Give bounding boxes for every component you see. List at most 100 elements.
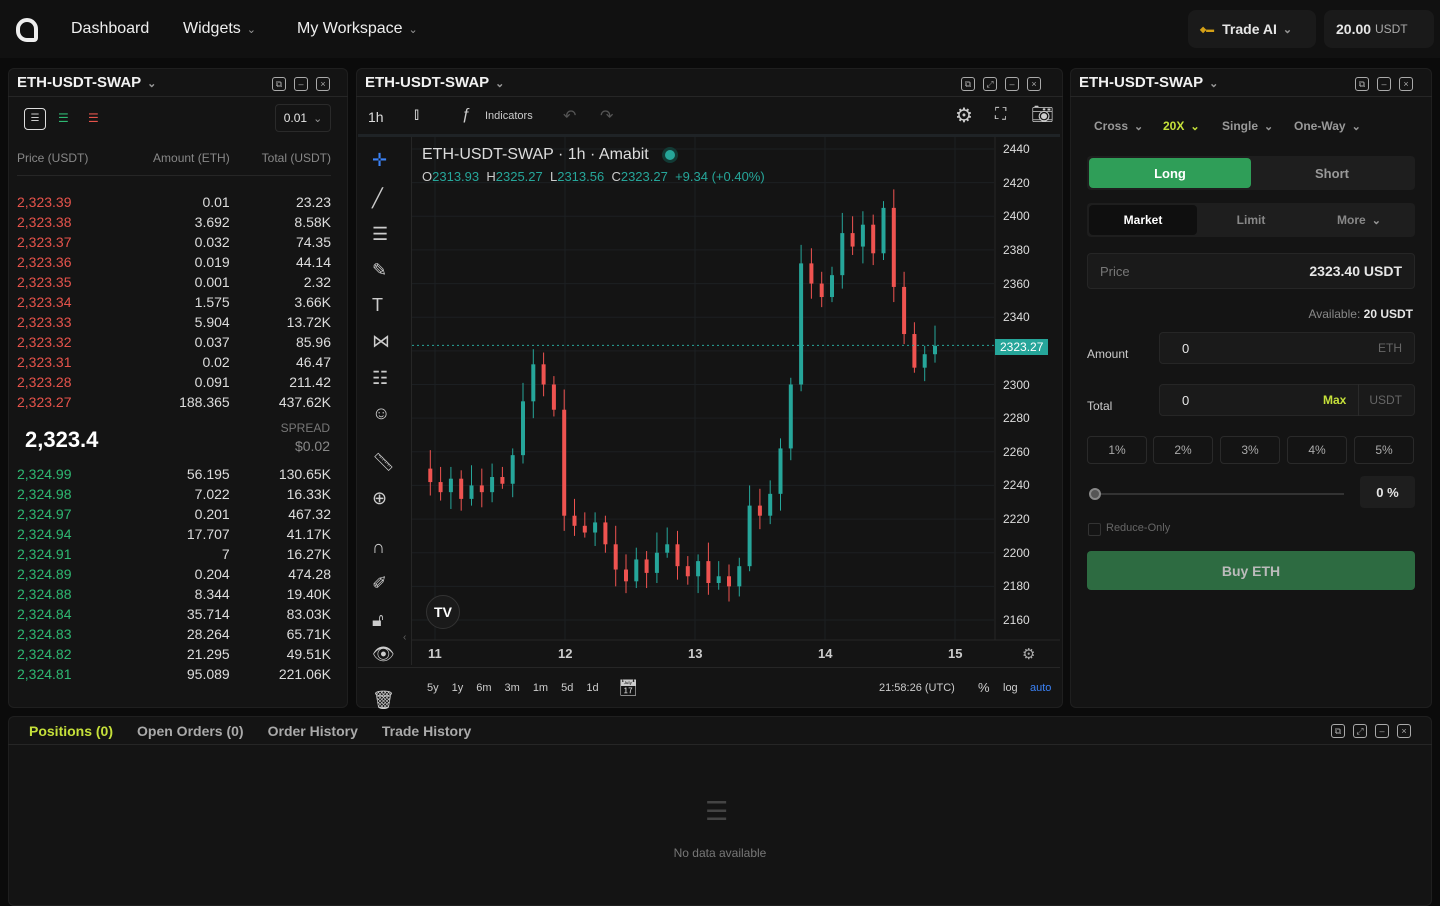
settings-icon[interactable]: ⚙ — [955, 105, 973, 127]
bid-row[interactable]: 2,324.89 0.204 474.28 — [17, 566, 331, 586]
close-icon[interactable]: × — [1399, 77, 1413, 91]
trash-icon[interactable]: 🗑︎ — [372, 690, 395, 710]
magnet-icon[interactable]: ∩ — [372, 537, 385, 557]
bid-row[interactable]: 2,324.94 17.707 41.17K — [17, 526, 331, 546]
copy-icon[interactable]: ⧉ — [961, 77, 975, 91]
balance-display[interactable]: 20.00 USDT — [1324, 10, 1434, 48]
position-mode-select[interactable]: One-Way ⌄ — [1294, 119, 1361, 133]
tab-limit[interactable]: Limit — [1236, 213, 1266, 227]
tab-market[interactable]: Market — [1089, 205, 1197, 235]
copy-icon[interactable]: ⧉ — [1331, 724, 1345, 738]
margin-mode-select[interactable]: Cross ⌄ — [1094, 119, 1143, 133]
ask-row[interactable]: 2,323.33 5.904 13.72K — [17, 314, 331, 334]
ask-row[interactable]: 2,323.39 0.01 23.23 — [17, 194, 331, 214]
ask-row[interactable]: 2,323.37 0.032 74.35 — [17, 234, 331, 254]
lock-drawing-icon[interactable]: ✐ — [372, 573, 388, 593]
tradingview-logo[interactable]: TV — [426, 595, 460, 629]
trade-ai-button[interactable]: ◆▬ Trade AI ⌄ — [1188, 10, 1316, 48]
redo-icon[interactable]: ↷ — [600, 108, 614, 125]
bid-row[interactable]: 2,324.99 56.195 130.65K — [17, 466, 331, 486]
candle-type-icon[interactable]: ⫾ — [414, 106, 420, 123]
minimize-icon[interactable]: – — [1377, 77, 1391, 91]
ruler-icon[interactable]: 📏︎ — [372, 452, 395, 472]
pct-1-button[interactable]: 1% — [1087, 436, 1147, 464]
leverage-select[interactable]: 20X ⌄ — [1163, 119, 1200, 133]
text-icon[interactable]: T — [372, 295, 383, 315]
bid-row[interactable]: 2,324.81 95.089 221.06K — [17, 666, 331, 686]
minimize-icon[interactable]: – — [294, 77, 308, 91]
tab-positions[interactable]: Positions (0) — [29, 723, 114, 739]
buy-button[interactable]: Buy ETH — [1087, 551, 1415, 590]
percent-toggle[interactable]: % — [978, 680, 990, 695]
bid-row[interactable]: 2,324.91 7 16.27K — [17, 546, 331, 566]
emoji-icon[interactable]: ☺ — [372, 403, 391, 423]
range-1d[interactable]: 1d — [586, 682, 599, 694]
trend-line-icon[interactable]: ╱ — [372, 188, 383, 208]
date-range-icon[interactable]: 📅︎ — [618, 680, 639, 697]
candlestick-chart[interactable] — [412, 137, 1060, 665]
nav-dashboard[interactable]: Dashboard — [71, 20, 150, 37]
asset-mode-select[interactable]: Single ⌄ — [1222, 119, 1273, 133]
ask-row[interactable]: 2,323.34 1.575 3.66K — [17, 294, 331, 314]
range-1y[interactable]: 1y — [451, 682, 464, 694]
range-1m[interactable]: 1m — [532, 682, 549, 694]
tab-open-orders[interactable]: Open Orders (0) — [137, 723, 244, 739]
bids-view-icon[interactable]: ☰ — [58, 111, 69, 125]
trade-title[interactable]: ETH-USDT-SWAP ⌄ — [1079, 74, 1218, 91]
bid-row[interactable]: 2,324.82 21.295 49.51K — [17, 646, 331, 666]
slider-percent-input[interactable]: 0 % — [1360, 476, 1415, 508]
tick-size-select[interactable]: 0.01 ⌄ — [275, 104, 331, 132]
both-sides-view-icon[interactable]: ☰ — [24, 108, 46, 130]
function-icon[interactable]: ƒ — [462, 106, 471, 123]
camera-icon[interactable]: 📷︎ — [1031, 104, 1054, 124]
close-icon[interactable]: × — [316, 77, 330, 91]
pattern-icon[interactable]: ⋈ — [372, 331, 390, 351]
reduce-only-checkbox[interactable] — [1088, 523, 1101, 536]
pct-2-button[interactable]: 2% — [1153, 436, 1213, 464]
logo-icon[interactable] — [16, 18, 38, 42]
asks-view-icon[interactable]: ☰ — [88, 111, 99, 125]
ask-row[interactable]: 2,323.38 3.692 8.58K — [17, 214, 331, 234]
close-icon[interactable]: × — [1397, 724, 1411, 738]
pct-3-button[interactable]: 3% — [1220, 436, 1280, 464]
collapse-toolbar-icon[interactable]: ‹ — [403, 632, 407, 643]
ask-row[interactable]: 2,323.28 0.091 211.42 — [17, 374, 331, 394]
range-6m[interactable]: 6m — [476, 682, 492, 694]
bid-row[interactable]: 2,324.97 0.201 467.32 — [17, 506, 331, 526]
copy-icon[interactable]: ⧉ — [272, 77, 286, 91]
log-toggle[interactable]: log — [1003, 682, 1018, 694]
range-5y[interactable]: 5y — [427, 682, 439, 694]
minimize-icon[interactable]: – — [1375, 724, 1389, 738]
bid-row[interactable]: 2,324.88 8.344 19.40K — [17, 586, 331, 606]
bid-row[interactable]: 2,324.84 35.714 83.03K — [17, 606, 331, 626]
axis-settings-icon[interactable]: ⚙ — [1022, 646, 1036, 663]
fullscreen-icon[interactable]: ⛶ — [995, 106, 1007, 123]
slider-handle[interactable] — [1089, 488, 1101, 500]
expand-icon[interactable]: ⤢ — [1353, 724, 1367, 738]
long-button[interactable]: Long — [1089, 158, 1251, 188]
expand-icon[interactable]: ⤢ — [983, 77, 997, 91]
crosshair-icon[interactable]: ✛ — [372, 150, 388, 170]
minimize-icon[interactable]: – — [1005, 77, 1019, 91]
ask-row[interactable]: 2,323.35 0.001 2.32 — [17, 274, 331, 294]
total-input[interactable]: 0 Max USDT — [1159, 384, 1415, 416]
nav-widgets[interactable]: Widgets ⌄ — [183, 20, 256, 38]
eye-icon[interactable]: 👁︎ — [372, 644, 395, 664]
horizontal-lines-icon[interactable]: ☰ — [372, 224, 389, 244]
indicators-button[interactable]: Indicators — [485, 110, 533, 122]
chart-title[interactable]: ETH-USDT-SWAP ⌄ — [365, 74, 504, 91]
tab-more[interactable]: More ⌄ — [1305, 205, 1413, 235]
amount-input[interactable]: 0 ETH — [1159, 332, 1415, 364]
lock-icon[interactable]: 🔓︎ — [372, 610, 384, 630]
amount-slider[interactable] — [1095, 493, 1344, 495]
zoom-in-icon[interactable]: ⊕ — [372, 488, 388, 508]
ask-row[interactable]: 2,323.32 0.037 85.96 — [17, 334, 331, 354]
pct-5-button[interactable]: 5% — [1354, 436, 1414, 464]
range-3m[interactable]: 3m — [504, 682, 520, 694]
ask-row[interactable]: 2,323.27 188.365 437.62K — [17, 394, 331, 414]
range-5d[interactable]: 5d — [561, 682, 574, 694]
pct-4-button[interactable]: 4% — [1287, 436, 1347, 464]
ask-row[interactable]: 2,323.31 0.02 46.47 — [17, 354, 331, 374]
interval-button[interactable]: 1h — [368, 109, 384, 125]
orderbook-title[interactable]: ETH-USDT-SWAP ⌄ — [17, 74, 156, 91]
